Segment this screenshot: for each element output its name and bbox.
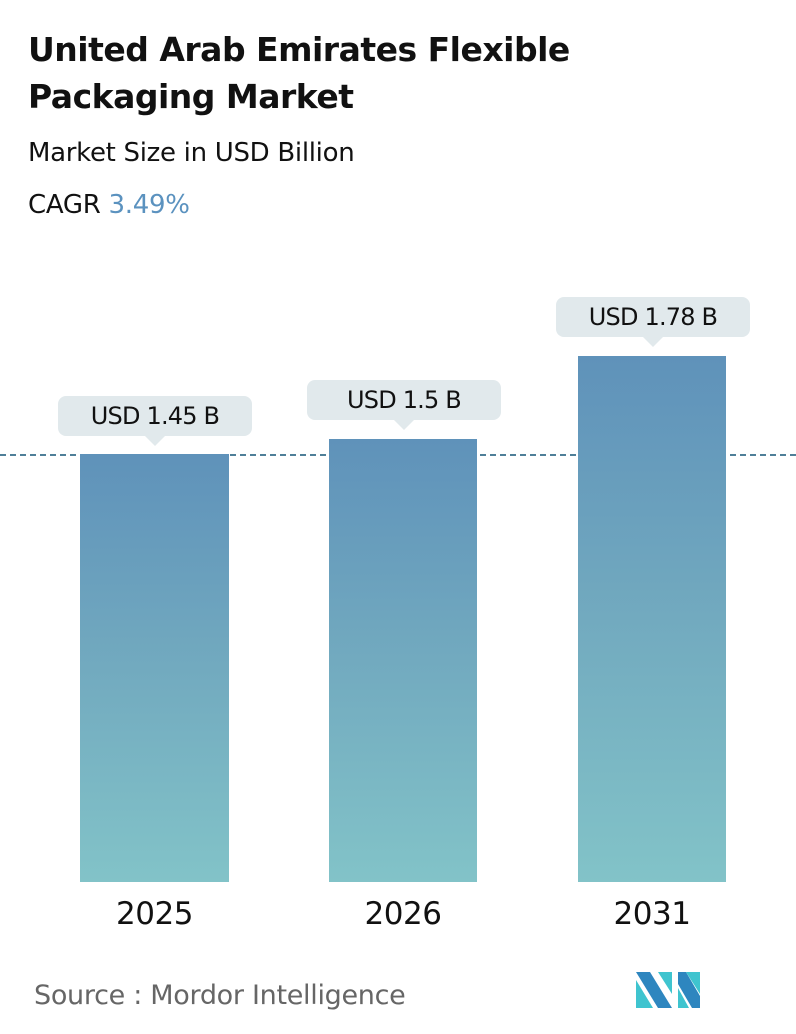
cagr-line: CAGR 3.49% <box>28 190 190 220</box>
chart-subtitle: Market Size in USD Billion <box>28 138 355 168</box>
year-label-2025: 2025 <box>116 896 193 932</box>
value-label-2026: USD 1.5 B <box>307 380 501 430</box>
chart-title: United Arab Emirates Flexible Packaging … <box>28 30 570 116</box>
year-label-2031: 2031 <box>613 896 691 932</box>
source-text: Source : Mordor Intelligence <box>34 980 406 1011</box>
year-label-2026: 2026 <box>364 896 442 932</box>
mordor-intelligence-logo-icon <box>636 972 700 1008</box>
bar-2025 <box>80 454 229 882</box>
cagr-label: CAGR <box>28 190 101 220</box>
value-label-2031: USD 1.78 B <box>556 297 750 347</box>
cagr-value: 3.49% <box>108 190 190 220</box>
bar-2031 <box>578 356 726 882</box>
value-label-2025: USD 1.45 B <box>58 396 252 446</box>
bar-2026 <box>329 439 477 882</box>
